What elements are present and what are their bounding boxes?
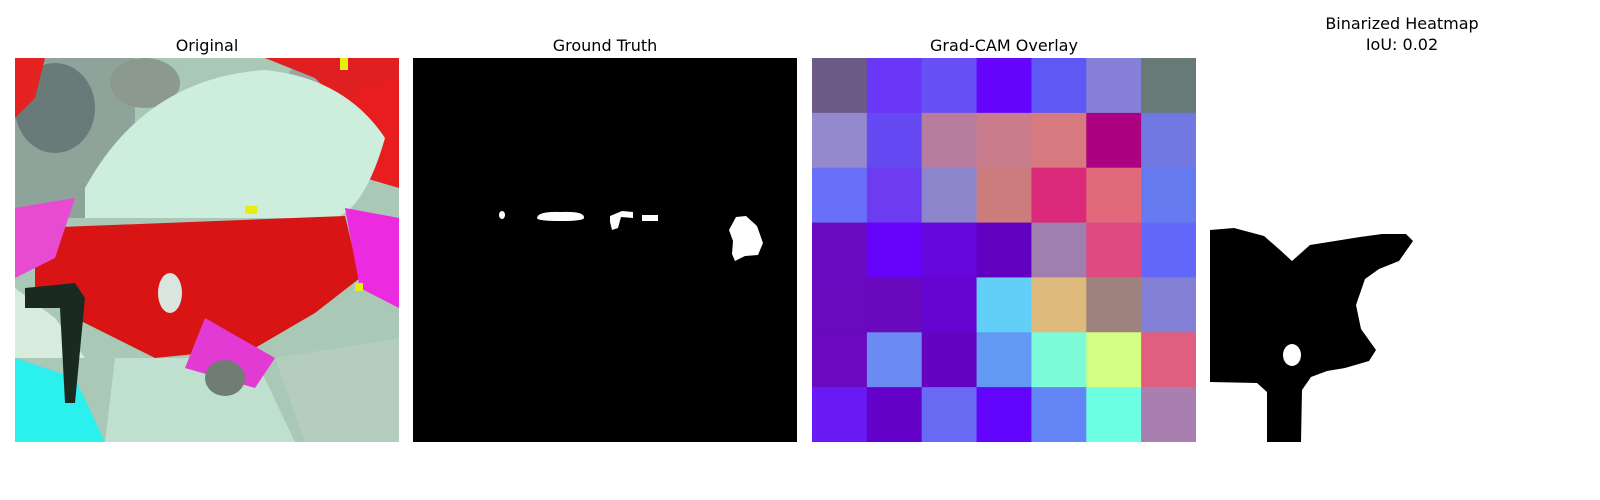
gradcam-cell xyxy=(866,112,923,169)
gradcam-overlay-title: Grad-CAM Overlay xyxy=(930,36,1078,55)
gradcam-cell xyxy=(1031,332,1087,388)
gradcam-cell xyxy=(812,332,868,388)
gradcam-cell xyxy=(866,58,923,114)
original-image-graphic xyxy=(15,58,399,442)
gradcam-cell xyxy=(1031,58,1087,114)
gradcam-cell xyxy=(921,277,978,333)
original-image xyxy=(15,58,399,442)
gradcam-cell xyxy=(1031,112,1087,169)
gradcam-cell xyxy=(1031,222,1087,278)
gradcam-cell xyxy=(976,222,1032,278)
gradcam-cell xyxy=(976,332,1032,388)
gradcam-cell xyxy=(866,387,923,442)
gradcam-cell xyxy=(1141,112,1196,169)
gradcam-overlay xyxy=(812,58,1196,442)
gradcam-cell xyxy=(1141,387,1196,442)
gradcam-cell xyxy=(921,58,978,114)
gradcam-cell xyxy=(1086,112,1142,169)
gradcam-cell xyxy=(866,167,923,224)
gradcam-cell xyxy=(1031,167,1087,224)
gradcam-cell xyxy=(1141,332,1196,388)
gradcam-cell xyxy=(1031,277,1087,333)
gradcam-cell xyxy=(976,58,1032,114)
gradcam-cell xyxy=(812,222,868,278)
gradcam-cell xyxy=(1086,332,1142,388)
binarized-heatmap-title-line: Binarized Heatmap xyxy=(1325,14,1479,33)
gradcam-cell xyxy=(866,332,923,388)
gradcam-cell xyxy=(812,167,868,224)
ground-truth-title: Ground Truth xyxy=(552,36,658,55)
gradcam-cell xyxy=(1141,167,1196,224)
gradcam-cell xyxy=(921,112,978,169)
gradcam-cell xyxy=(1141,222,1196,278)
binarized-heatmap-title: Binarized Heatmap IoU: 0.02 xyxy=(1207,13,1597,55)
gradcam-cell xyxy=(812,387,868,442)
ground-truth-mask xyxy=(413,58,797,442)
gradcam-cell xyxy=(976,387,1032,442)
gradcam-cell xyxy=(1086,387,1142,442)
gradcam-cell xyxy=(976,277,1032,333)
gradcam-cell xyxy=(1086,167,1142,224)
gradcam-cell xyxy=(1086,58,1142,114)
gradcam-cell xyxy=(1086,277,1142,333)
gradcam-cell xyxy=(1141,58,1196,114)
gradcam-grid xyxy=(812,58,1196,442)
gradcam-cell xyxy=(976,167,1032,224)
gradcam-cell xyxy=(921,167,978,224)
gradcam-cell xyxy=(866,222,923,278)
gradcam-cell xyxy=(1141,277,1196,333)
gradcam-cell xyxy=(812,58,868,114)
gradcam-cell xyxy=(866,277,923,333)
binarized-heatmap xyxy=(1210,58,1594,442)
ground-truth-mask-graphic xyxy=(413,58,797,442)
binarized-heatmap-graphic xyxy=(1210,58,1594,442)
gradcam-cell xyxy=(921,387,978,442)
gradcam-cell xyxy=(921,222,978,278)
gradcam-cell xyxy=(1031,387,1087,442)
gradcam-cell xyxy=(812,277,868,333)
gradcam-cell xyxy=(1086,222,1142,278)
original-title: Original xyxy=(175,36,239,55)
gradcam-cell xyxy=(812,112,868,169)
gradcam-cell xyxy=(921,332,978,388)
gradcam-cell xyxy=(976,112,1032,169)
iou-label: IoU: 0.02 xyxy=(1365,35,1439,54)
